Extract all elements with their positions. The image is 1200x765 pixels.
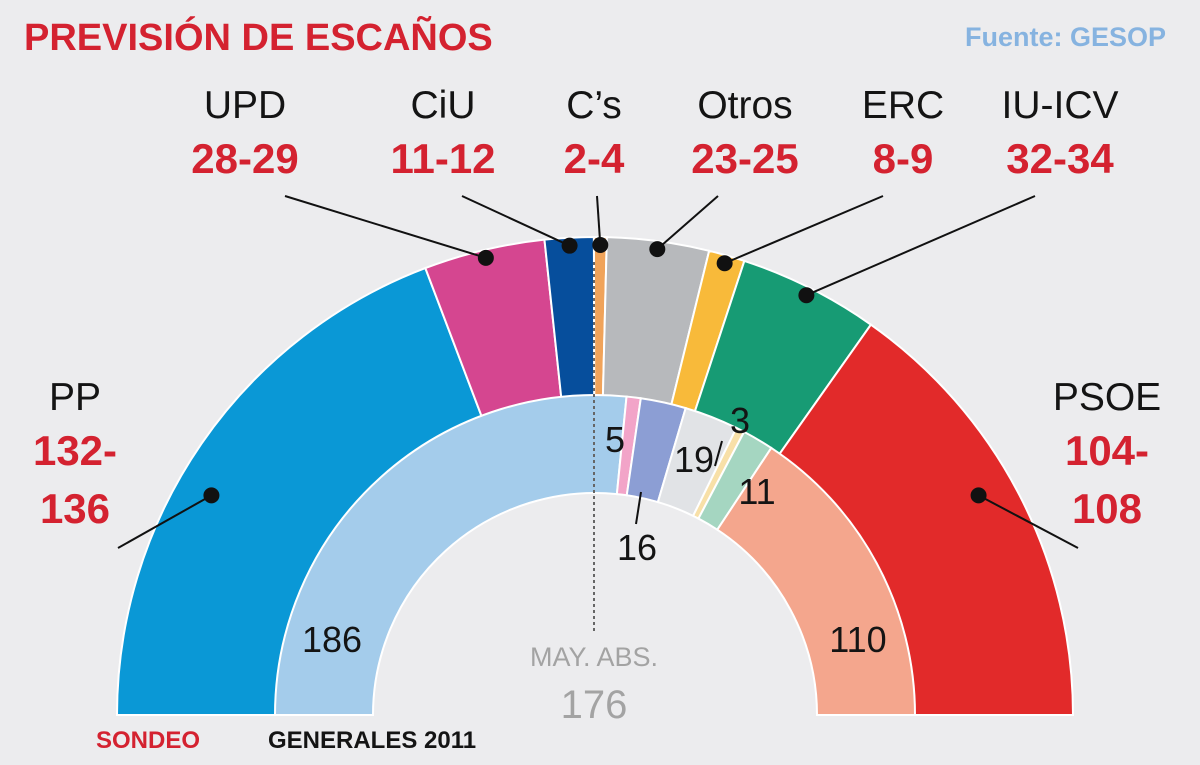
majority-value: 176: [561, 683, 628, 727]
leader-dot-psoe: [970, 487, 987, 504]
inner-value-upd: 5: [605, 419, 625, 460]
leader-line-c-s: [596, 195, 602, 246]
party-name: CiU: [411, 84, 476, 127]
party-range: 28-29: [191, 135, 298, 182]
leader-dot-erc: [716, 255, 733, 272]
party-name: Otros: [697, 84, 792, 127]
inner-segment-psoe: [715, 446, 917, 716]
party-name: ERC: [862, 84, 944, 127]
leader-line-pp: [117, 494, 212, 549]
party-label-ciu: CiU 11-12: [390, 84, 495, 182]
chart-source: Fuente: GESOP: [965, 22, 1166, 52]
party-range: 8-9: [873, 135, 934, 182]
leader-line-ciu: [461, 195, 571, 247]
party-range: 23-25: [691, 135, 798, 182]
party-range: 104-: [1065, 427, 1149, 474]
party-label-psoe: PSOE 104- 108: [1053, 376, 1161, 532]
party-range: 136: [40, 485, 110, 532]
inner-ring-generales-2011: [273, 394, 917, 716]
leader-dot-otros: [649, 241, 666, 258]
inner-segment-pp: [273, 394, 628, 716]
inner-leader-ciu: [635, 491, 642, 525]
inner-value-iu-icv: 11: [738, 471, 775, 512]
inner-ring-caption: GENERALES 2011: [268, 727, 476, 754]
leader-dot-ciu: [561, 237, 578, 254]
party-label-iu-icv: IU-ICV 32-34: [1002, 84, 1119, 182]
party-range: 108: [1072, 485, 1142, 532]
party-range: 32-34: [1006, 135, 1114, 182]
party-label-pp: PP 132- 136: [33, 376, 117, 532]
inner-value-otros: 19: [674, 439, 714, 480]
party-range: 11-12: [390, 135, 495, 182]
inner-leader-erc: [714, 440, 723, 467]
party-name: PP: [49, 376, 101, 419]
leader-line-psoe: [978, 494, 1079, 549]
chart-title: PREVISIÓN DE ESCAÑOS: [24, 15, 493, 59]
party-labels: PP 132- 136 UPD 28-29 CiU 11-12 C’s 2-4 Otros 23-2…: [33, 84, 1161, 532]
majority-label: MAY. ABS.: [530, 642, 658, 672]
leader-lines: [117, 195, 1079, 549]
party-name: PSOE: [1053, 376, 1161, 419]
party-name: IU-ICV: [1002, 84, 1119, 127]
leader-line-erc: [724, 195, 884, 265]
leader-line-otros: [656, 195, 719, 250]
party-range: 132-: [33, 427, 117, 474]
party-label-erc: ERC 8-9: [862, 84, 944, 182]
inner-value-ciu: 16: [617, 527, 657, 568]
leader-dot-iu-icv: [798, 287, 815, 304]
inner-value-erc: 3: [730, 400, 750, 441]
party-label-otros: Otros 23-25: [691, 84, 798, 182]
party-name: C’s: [566, 84, 622, 127]
inner-value-pp: 186: [302, 619, 362, 660]
leader-dot-c-s: [592, 237, 609, 254]
party-name: UPD: [204, 84, 286, 127]
leader-line-iu-icv: [805, 195, 1036, 297]
inner-value-psoe: 110: [829, 619, 886, 660]
inner-ring-labels: 186 5 16 19 3 11 110: [302, 400, 887, 660]
leader-line-upd: [284, 195, 487, 259]
party-label-upd: UPD 28-29: [191, 84, 298, 182]
party-range: 2-4: [564, 135, 625, 182]
outer-ring-caption: SONDEO: [96, 727, 200, 754]
leader-dot-pp: [203, 487, 220, 504]
leader-dot-upd: [477, 249, 494, 266]
party-label-c-s: C’s 2-4: [564, 84, 625, 182]
